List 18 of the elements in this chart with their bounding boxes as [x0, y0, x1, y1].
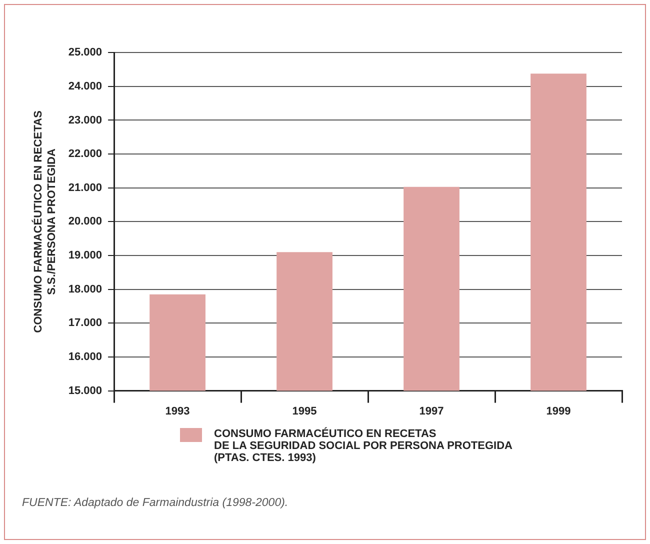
y-tick-label: 25.000 [68, 46, 102, 59]
x-tick-label: 1999 [546, 405, 571, 418]
y-tick-label: 24.000 [68, 80, 102, 92]
y-axis-title: CONSUMO FARMACÉUTICO EN RECETAS S.S./PERSONA PROTEGIDA [32, 110, 58, 333]
legend-label: CONSUMO FARMACÉUTICO EN RECETAS DE LA SEGURIDAD SOCIAL POR PERSONA PROTEGIDA (PTAS. CTES. 1993) [214, 428, 512, 464]
y-tick-label: 15.000 [68, 384, 102, 397]
y-tick-label: 18.000 [68, 283, 102, 296]
x-tick-label: 1997 [419, 405, 444, 418]
source-note: FUENTE: Adaptado de Farmaindustria (1998-2000). [22, 497, 288, 509]
y-tick-label: 19.000 [68, 250, 102, 262]
y-tick-label: 17.000 [68, 317, 102, 330]
y-tick-label: 16.000 [68, 351, 102, 364]
y-tick-label: 22.000 [68, 148, 102, 160]
y-tick-label: 23.000 [68, 114, 102, 126]
y-tick-label: 21.000 [68, 182, 102, 194]
y-tick-label: 20.000 [68, 216, 102, 228]
x-tick-label: 1993 [165, 405, 190, 418]
x-tick-label: 1995 [292, 405, 317, 418]
